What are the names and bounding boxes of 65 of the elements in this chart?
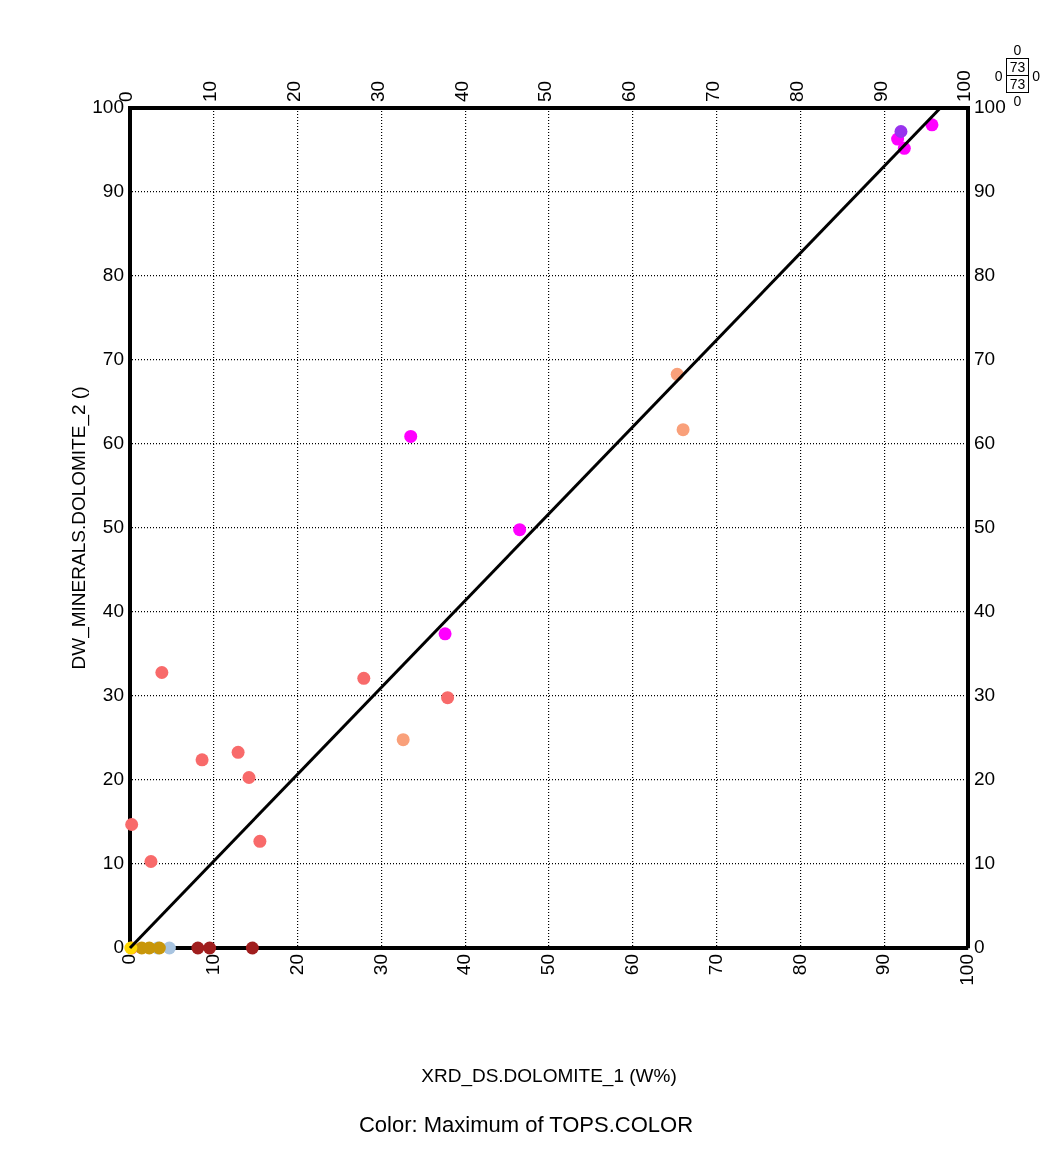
point (404, 429, 418, 443)
point (396, 733, 410, 747)
point (253, 834, 267, 848)
x-tick-label: 90 (869, 80, 891, 102)
y-tick-label: 90 (102, 180, 124, 202)
x-tick-label: 70 (702, 80, 724, 102)
point (513, 523, 527, 537)
y2-tick-label: 40 (974, 600, 996, 622)
text: 0 (1032, 67, 1040, 84)
point (191, 941, 205, 955)
y2-tick-label: 30 (974, 684, 996, 706)
point (144, 854, 158, 868)
point (203, 941, 217, 955)
y2-tick-label: 100 (974, 96, 1006, 118)
x2-tick-label: 50 (537, 954, 559, 976)
y2-tick-label: 10 (974, 852, 996, 874)
point (231, 745, 245, 759)
point (155, 665, 169, 679)
y-tick-label: 80 (102, 264, 124, 286)
x2-tick-label: 60 (621, 954, 643, 976)
y2-tick-label: 70 (974, 348, 996, 370)
y-tick-label: 40 (102, 600, 124, 622)
text: 73 (1006, 59, 1029, 76)
y-tick-label: 20 (102, 768, 124, 790)
point (242, 770, 256, 784)
x-tick-label: 100 (953, 70, 975, 102)
x2-tick-label: 10 (202, 954, 224, 976)
text: 0 (994, 67, 1003, 84)
x2-tick-label: 20 (285, 954, 307, 976)
text: 73 (1008, 76, 1027, 92)
x-axis-title: XRD_DS.DOLOMITE_1 (W%) (421, 1064, 677, 1087)
point (195, 753, 209, 767)
x2-tick-label: 30 (369, 954, 391, 976)
y2-tick-label: 80 (974, 264, 996, 286)
text: Color: Maximum of TOPS.COLOR (357, 1112, 695, 1138)
point (441, 691, 455, 705)
y-tick-label: 30 (102, 684, 124, 706)
point (438, 627, 452, 641)
x-tick-label: 30 (366, 80, 388, 102)
x-tick-label: 20 (283, 80, 305, 102)
y2-tick-label: 50 (974, 516, 996, 538)
x2-tick-label: 0 (118, 954, 140, 965)
point (676, 423, 690, 437)
x-tick-label: 10 (199, 80, 221, 102)
x2-tick-label: 80 (788, 954, 810, 976)
y-tick-label: 10 (102, 852, 124, 874)
point (894, 125, 908, 139)
x-tick-label: 60 (618, 80, 640, 102)
x2-tick-label: 90 (872, 954, 894, 976)
y-tick-label: 70 (102, 348, 124, 370)
y2-tick-label: 20 (974, 768, 996, 790)
x-tick-label: 40 (450, 80, 472, 102)
point (125, 818, 139, 832)
x2-tick-label: 40 (453, 954, 475, 976)
y-tick-label: 50 (102, 516, 124, 538)
point (245, 941, 259, 955)
y2-tick-label: 60 (974, 432, 996, 454)
y-tick-label: 60 (102, 432, 124, 454)
x-tick-label: 80 (785, 80, 807, 102)
x-tick-label: 50 (534, 80, 556, 102)
y2-tick-label: 90 (974, 180, 996, 202)
x2-tick-label: 70 (704, 954, 726, 976)
text: 0 (1012, 42, 1023, 58)
y-axis-title: DW_MINERALS.DOLOMITE_2 () (67, 386, 90, 670)
point (357, 671, 371, 685)
